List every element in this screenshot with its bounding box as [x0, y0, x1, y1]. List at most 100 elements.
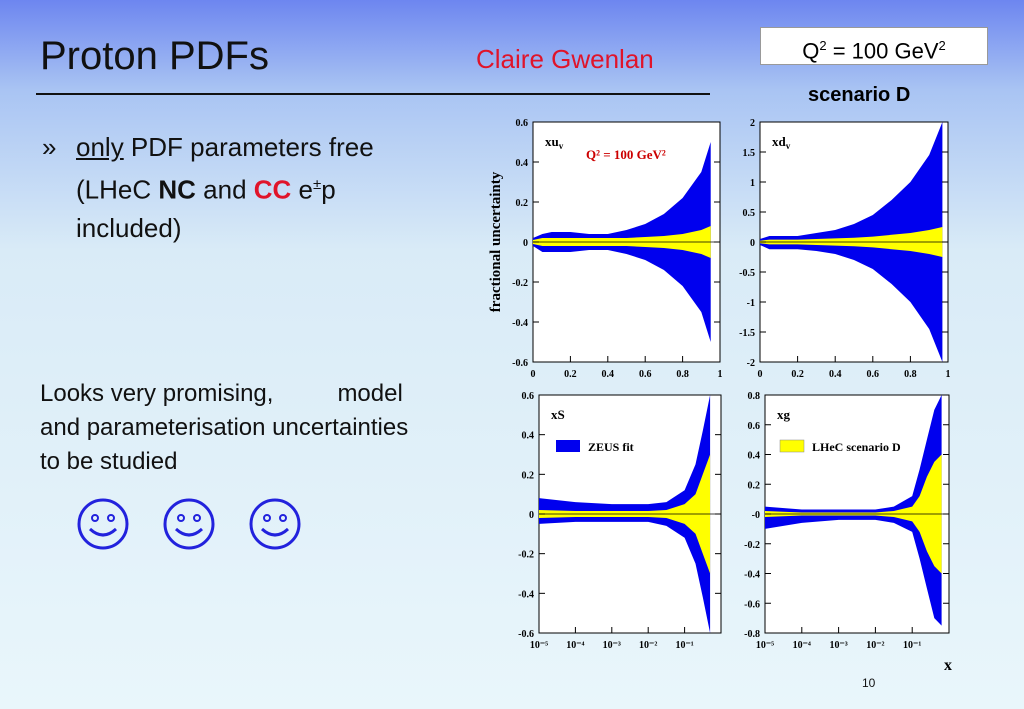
y-tick-label: -0	[752, 510, 760, 521]
y-tick-label: 0.2	[748, 480, 761, 491]
y-tick-label: 0	[523, 238, 528, 249]
y-tick-label: -0.4	[518, 589, 534, 600]
y-tick-label: 0.5	[743, 208, 756, 219]
x-tick-label: 10⁻⁵	[530, 640, 548, 651]
author-name: Claire Gwenlan	[476, 44, 654, 74]
x-tick-label: 0.8	[676, 369, 689, 380]
looks-line2: and parameterisation uncertainties	[40, 414, 409, 441]
y-tick-label: -0.4	[744, 570, 760, 581]
bullet-point: » only PDF parameters free (LHeC NC and …	[42, 128, 472, 247]
x-tick-label: 0.4	[602, 369, 615, 380]
q2-gev-sup: 2	[938, 38, 946, 53]
bullet-pm: ±	[313, 176, 322, 193]
chart-panel-xS: 0.6 0.4 0.2 0 -0.2 -0.4 -0.610⁻⁵ 10⁻⁴ 10⁻³ 10⁻² 10…	[518, 391, 722, 651]
panel-label-sub: v	[559, 141, 564, 151]
x-tick-label: 0.8	[904, 369, 917, 380]
y-tick-label: -2	[747, 358, 755, 369]
slide-title: Proton PDFs	[40, 34, 269, 78]
x-tick-label: 10⁻¹	[903, 640, 921, 651]
smiley-icon	[77, 498, 129, 550]
legend-swatch-lhec	[779, 439, 805, 453]
y-tick-label: -0.4	[512, 318, 528, 329]
legend-label-zeus: ZEUS fit	[588, 440, 634, 454]
looks-line1b: model	[337, 380, 403, 407]
x-tick-label: 10⁻³	[603, 640, 621, 651]
legend-swatch-zeus	[556, 440, 580, 452]
q2-sup: 2	[819, 38, 827, 53]
y-tick-label: 0.2	[522, 470, 535, 481]
x-tick-label: 0.4	[829, 369, 842, 380]
y-tick-label: 1.5	[743, 148, 756, 159]
bullet-text: only PDF parameters free (LHeC NC and CC…	[76, 128, 472, 247]
y-tick-label: -0.8	[744, 629, 760, 640]
y-tick-label: 0	[750, 238, 755, 249]
bullet-nc: NC	[158, 174, 196, 205]
panel-label: xg	[777, 407, 791, 422]
q2-label-box: Q2 = 100 GeV2	[760, 27, 988, 65]
y-tick-label: 0.6	[522, 391, 535, 402]
smiley-icon	[249, 498, 301, 550]
q2-prefix: Q	[802, 38, 820, 64]
x-tick-label: 0.6	[639, 369, 652, 380]
page-number: 10	[862, 676, 876, 690]
looks-line3: to be studied	[40, 448, 178, 475]
y-tick-label: 2	[750, 118, 755, 129]
y-tick-label: 0	[529, 510, 534, 521]
bullet-cc: CC	[253, 174, 292, 205]
bullet-line1-rest: PDF parameters free	[123, 132, 374, 162]
x-tick-label: 0.2	[564, 369, 577, 380]
legend-label-lhec: LHeC scenario D	[812, 440, 901, 454]
y-axis-label: fractional uncertainty	[488, 171, 504, 312]
conclusion-text: Looks very promising, model and parameter…	[40, 377, 490, 479]
y-tick-label: -1.5	[739, 328, 755, 339]
y-tick-label: -0.2	[512, 278, 528, 289]
chart-panel-xg: 0.8 0.6 0.4 0.2 -0 -0.2 -0.4 -0.6 -0.810⁻⁵ 10⁻⁴ 10…	[744, 391, 950, 651]
x-tick-label: 10⁻²	[866, 640, 884, 651]
y-tick-label: -0.5	[739, 268, 755, 279]
panel-label-sub: v	[786, 141, 791, 151]
bullet-line3: included)	[76, 212, 182, 243]
x-tick-label: 10⁻⁵	[756, 640, 774, 651]
x-tick-label: 10⁻³	[829, 640, 847, 651]
x-axis-label: x	[944, 657, 952, 672]
y-tick-label: 0.6	[748, 421, 761, 432]
zeus-band	[765, 395, 942, 626]
bullet-and: and	[195, 174, 254, 205]
pdf-uncertainty-plots: fractional uncertainty x 0.6 0.4 0.2 0 -0.2 -0.…	[488, 118, 952, 672]
y-tick-label: 1	[750, 178, 755, 189]
x-tick-label: 0.6	[867, 369, 880, 380]
y-tick-label: 0.4	[522, 431, 535, 442]
x-tick-label: 10⁻⁴	[566, 640, 584, 651]
y-tick-label: 0.4	[748, 451, 761, 462]
bullet-e: e	[291, 174, 313, 205]
x-tick-label: 0	[758, 369, 763, 380]
x-tick-label: 0	[531, 369, 536, 380]
x-tick-label: 0.2	[791, 369, 804, 380]
y-tick-label: 0.4	[516, 158, 529, 169]
x-tick-label: 10⁻⁴	[793, 640, 811, 651]
y-tick-label: -0.6	[518, 629, 534, 640]
q2-annotation: Q² = 100 GeV²	[586, 147, 666, 162]
scenario-label: scenario D	[808, 84, 911, 106]
looks-line1a: Looks very promising,	[40, 380, 274, 407]
y-tick-label: 0.8	[748, 391, 761, 402]
title-underline	[36, 93, 710, 95]
bullet-line2-a: (LHeC	[76, 174, 159, 205]
x-tick-label: 1	[946, 369, 951, 380]
bullet-mark: »	[42, 132, 57, 162]
bullet-p: p	[321, 174, 336, 205]
x-tick-label: 10⁻¹	[675, 640, 693, 651]
q2-middle: = 100 GeV	[826, 38, 939, 64]
x-tick-label: 10⁻²	[639, 640, 657, 651]
x-tick-label: 1	[718, 369, 723, 380]
y-tick-label: -0.6	[744, 599, 760, 610]
y-tick-label: -1	[747, 298, 755, 309]
y-tick-label: -0.6	[512, 358, 528, 369]
panel-label: xS	[551, 407, 565, 422]
y-tick-label: -0.2	[518, 550, 534, 561]
y-tick-label: 0.2	[516, 198, 529, 209]
y-tick-label: -0.2	[744, 540, 760, 551]
y-tick-label: 0.6	[516, 118, 529, 129]
